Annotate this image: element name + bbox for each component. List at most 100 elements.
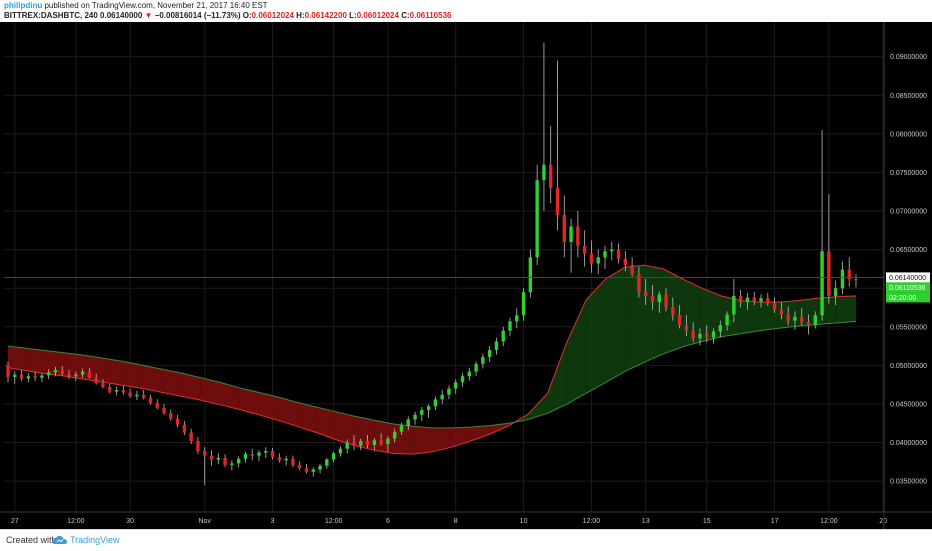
x-tick-label: 12:00	[820, 518, 838, 525]
ma-cloud-segment	[65, 353, 86, 380]
candle-body	[562, 214, 566, 242]
candle	[481, 353, 485, 369]
candle	[447, 385, 451, 400]
candle-body	[392, 431, 397, 439]
candle	[80, 368, 85, 378]
x-tick-label: 15	[703, 518, 711, 525]
candle	[121, 385, 126, 395]
candle-body	[698, 333, 702, 339]
candle-body	[26, 376, 31, 379]
last-price-tag-bg	[886, 272, 930, 283]
high-value: 0.06142200	[304, 11, 347, 20]
ma-cloud-segment	[489, 423, 510, 435]
candle	[203, 447, 207, 485]
candle	[718, 320, 723, 338]
candle	[6, 361, 10, 383]
candle-body	[535, 180, 539, 258]
candle	[677, 305, 682, 329]
candle-body	[311, 469, 315, 472]
candle-body	[827, 251, 831, 296]
candle-body	[359, 441, 363, 446]
candle	[284, 455, 288, 466]
candle-body	[80, 371, 85, 375]
candle-body	[501, 330, 505, 342]
last-price: 0.06140000	[100, 11, 143, 20]
candle-body	[114, 390, 119, 392]
candle-body	[352, 442, 356, 446]
candle	[338, 446, 343, 457]
candle-body	[643, 292, 648, 296]
candle-body	[128, 392, 132, 397]
candle	[508, 317, 512, 337]
x-tick-label: 30	[126, 518, 134, 525]
candle	[19, 370, 24, 381]
candle	[705, 325, 709, 343]
low-label: L:	[349, 11, 357, 20]
candle	[40, 373, 44, 383]
y-tick-label: 0.08500000	[890, 93, 927, 100]
chart-area[interactable]: 0.03500000 0.04000000 0.04500000 0.05000000…	[0, 22, 932, 529]
ma-cloud-segment	[644, 265, 664, 363]
author-link[interactable]: philipdinu	[4, 1, 43, 10]
x-tick-label: 3	[271, 518, 275, 525]
candle-body	[779, 309, 784, 315]
candle	[745, 292, 750, 310]
candle	[189, 428, 193, 445]
candle-body	[766, 298, 770, 304]
x-tick-label: 12:00	[325, 518, 343, 525]
candle	[135, 390, 139, 401]
candle	[698, 328, 702, 346]
chart-header: philipdinu published on TradingView.com,…	[0, 0, 932, 22]
candle	[60, 366, 64, 376]
candle-body	[487, 349, 492, 357]
candle	[148, 394, 153, 405]
close-price-tag: 0.06110536	[889, 285, 926, 292]
candle-body	[264, 451, 268, 453]
candle	[406, 416, 410, 431]
ma-cloud-segment	[374, 420, 394, 454]
candle	[684, 315, 689, 337]
candle	[711, 328, 716, 344]
candle-body	[813, 315, 817, 326]
y-tick-label: 0.06500000	[890, 247, 927, 254]
candle	[650, 285, 655, 310]
footer-bar: Created with TradingView	[0, 529, 932, 551]
candle-body	[196, 441, 200, 452]
candle-body	[603, 251, 607, 258]
candle	[291, 455, 295, 468]
ma-cloud-segment	[721, 295, 741, 337]
candle-body	[182, 424, 187, 433]
candle	[515, 308, 519, 329]
candle-body	[806, 322, 811, 326]
candle	[589, 240, 594, 273]
candle	[182, 420, 187, 435]
y-tick-label: 0.08000000	[890, 131, 927, 138]
candle-body	[582, 245, 587, 254]
price-chart[interactable]: 0.03500000 0.04000000 0.04500000 0.05000000…	[0, 22, 932, 529]
candle-body	[521, 292, 526, 316]
candle-body	[752, 297, 756, 302]
ma-cloud-segment	[258, 392, 278, 421]
candle-body	[284, 458, 288, 461]
y-tick-label: 0.05000000	[890, 363, 927, 370]
candle-body	[94, 377, 98, 384]
candle	[264, 447, 268, 458]
candle-body	[141, 394, 146, 398]
candle	[426, 403, 431, 418]
x-tick-label: 17	[771, 518, 779, 525]
candle	[813, 311, 817, 329]
candle-body	[420, 410, 424, 415]
candle	[576, 211, 580, 258]
close-price-tag-bg	[886, 282, 930, 293]
candle-body	[691, 330, 695, 339]
candle-body	[508, 321, 512, 331]
y-tick-label: 0.04000000	[890, 440, 927, 447]
candle	[216, 453, 221, 465]
close-label: C:	[401, 11, 410, 20]
candle	[250, 448, 254, 461]
candle	[800, 308, 804, 326]
tradingview-brand-link[interactable]: TradingView	[70, 535, 120, 545]
candle-body	[800, 316, 804, 323]
candle	[196, 437, 200, 455]
candle	[359, 438, 363, 451]
